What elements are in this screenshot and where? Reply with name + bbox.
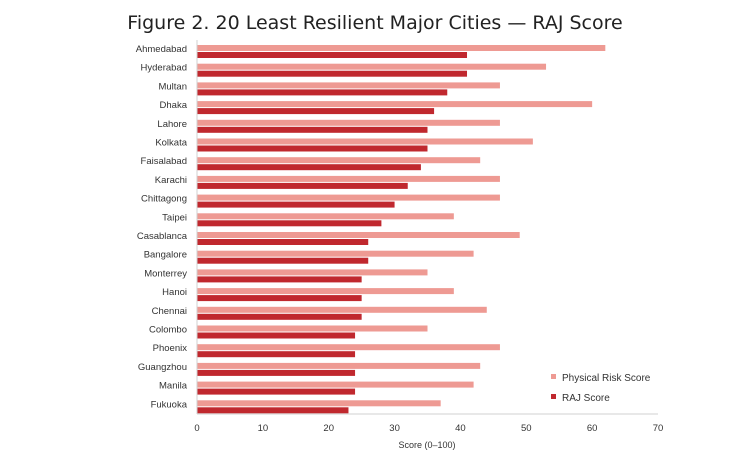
x-axis-label: Score (0–100)	[398, 440, 455, 450]
category-label: Hyderabad	[141, 63, 187, 74]
x-tick-label: 40	[455, 423, 466, 434]
category-label: Manila	[159, 381, 188, 392]
bar-physical-risk	[197, 232, 520, 238]
x-tick-label: 30	[389, 423, 400, 434]
bar-raj-score	[197, 108, 435, 115]
bar-physical-risk	[197, 138, 533, 145]
category-label: Karachi	[155, 175, 187, 186]
category-label: Taipei	[162, 212, 187, 223]
bar-physical-risk	[197, 325, 428, 332]
bar-raj-score	[197, 220, 382, 227]
x-tick-label: 70	[653, 423, 664, 434]
bar-physical-risk	[197, 381, 474, 388]
category-label: Chennai	[152, 306, 187, 317]
x-tick-label: 50	[521, 423, 532, 434]
bar-raj-score	[197, 407, 349, 414]
bar-physical-risk	[197, 288, 454, 295]
bar-physical-risk	[197, 45, 606, 51]
bar-raj-score	[197, 239, 369, 245]
category-label: Colombo	[149, 325, 187, 336]
bar-raj-score	[197, 313, 362, 320]
bar-raj-score	[197, 295, 362, 302]
bar-raj-score	[197, 164, 421, 171]
legend-swatch-physical	[551, 374, 556, 379]
category-label: Phoenix	[153, 343, 188, 354]
bar-physical-risk	[197, 306, 487, 313]
bar-raj-score	[197, 369, 356, 376]
bar-raj-score	[197, 276, 362, 283]
x-tick-label: 10	[258, 423, 269, 434]
category-label: Dhaka	[160, 100, 188, 111]
bar-raj-score	[197, 182, 408, 189]
x-tick-label: 20	[323, 423, 334, 434]
category-label: Casablanca	[137, 231, 188, 242]
legend-label-physical: Physical Risk Score	[562, 373, 651, 384]
bar-physical-risk	[197, 269, 428, 276]
chart-title: Figure 2. 20 Least Resilient Major Citie…	[127, 12, 623, 34]
bars-layer	[197, 45, 606, 414]
bar-physical-risk	[197, 344, 500, 351]
bar-physical-risk	[197, 175, 500, 182]
bar-raj-score	[197, 351, 356, 358]
bar-raj-score	[197, 145, 428, 152]
bar-raj-score	[197, 70, 468, 77]
category-label: Multan	[158, 81, 187, 92]
x-tick-label: 0	[194, 423, 199, 434]
category-label: Fukuoka	[151, 399, 188, 410]
bar-physical-risk	[197, 119, 500, 126]
category-label: Chittagong	[141, 194, 187, 205]
category-label: Ahmedabad	[136, 44, 187, 55]
category-label: Hanoi	[162, 287, 187, 298]
bar-physical-risk	[197, 362, 481, 369]
bar-physical-risk	[197, 400, 441, 407]
bar-raj-score	[197, 257, 369, 264]
bar-physical-risk	[197, 250, 474, 257]
bar-physical-risk	[197, 82, 500, 89]
bar-physical-risk	[197, 194, 500, 201]
bar-raj-score	[197, 201, 395, 208]
category-label: Guangzhou	[138, 362, 187, 373]
bar-raj-score	[197, 388, 356, 395]
bar-raj-score	[197, 89, 448, 96]
legend-swatch-raj	[551, 394, 556, 399]
legend: Physical Risk Score RAJ Score	[551, 373, 651, 404]
x-tick-label: 60	[587, 423, 598, 434]
category-label: Bangalore	[144, 250, 187, 261]
category-label: Monterrey	[144, 268, 187, 279]
bar-physical-risk	[197, 213, 454, 220]
bar-raj-score	[197, 332, 356, 339]
x-axis: 0 10 20 30 40 50 60 70	[194, 40, 663, 434]
category-label: Faisalabad	[141, 156, 187, 167]
bar-physical-risk	[197, 157, 481, 164]
bar-physical-risk	[197, 101, 593, 108]
bar-raj-score	[197, 126, 428, 133]
category-labels: Ahmedabad Hyderabad Multan Dhaka Lahore Kolka…	[136, 44, 188, 410]
category-label: Kolkata	[155, 138, 187, 149]
bar-physical-risk	[197, 63, 547, 70]
category-label: Lahore	[157, 119, 187, 130]
bar-raj-score	[197, 52, 468, 58]
legend-label-raj: RAJ Score	[562, 393, 610, 404]
